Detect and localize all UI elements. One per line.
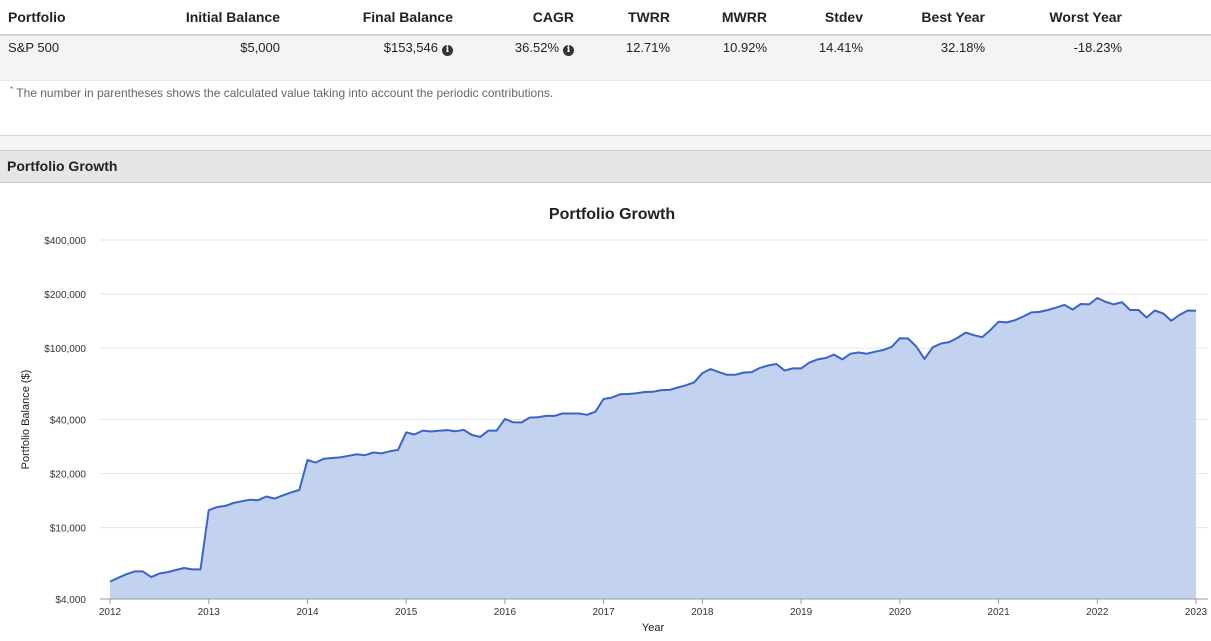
x-tick-label: 2014 xyxy=(296,607,319,618)
y-tick-label: $400,000 xyxy=(44,236,86,247)
info-circle-icon[interactable]: i xyxy=(563,45,574,56)
y-tick-label: $200,000 xyxy=(44,290,86,301)
y-tick-label: $4,000 xyxy=(55,595,86,606)
header-cagr[interactable]: CAGR xyxy=(461,0,582,36)
x-tick-label: 2013 xyxy=(198,607,221,618)
footnote-marker: * xyxy=(10,85,14,94)
x-tick-label: 2019 xyxy=(790,607,813,618)
spacer xyxy=(0,125,1211,135)
footnote: * The number in parentheses shows the ca… xyxy=(0,81,1211,125)
x-tick-label: 2016 xyxy=(494,607,517,618)
y-tick-label: $40,000 xyxy=(50,416,87,427)
header-stdev[interactable]: Stdev xyxy=(775,0,871,36)
y-tick-label: $20,000 xyxy=(50,470,87,481)
final-balance-value: $153,546 xyxy=(383,40,438,55)
header-initial-balance[interactable]: Initial Balance xyxy=(150,0,288,36)
x-tick-label: 2012 xyxy=(99,607,122,618)
x-tick-label: 2017 xyxy=(593,607,616,618)
header-twrr[interactable]: TWRR xyxy=(582,0,678,36)
header-portfolio[interactable]: Portfolio xyxy=(0,0,150,36)
x-tick-label: 2022 xyxy=(1086,607,1109,618)
cell-mwrr: 10.92% xyxy=(678,35,775,81)
info-circle-icon[interactable]: i xyxy=(442,45,453,56)
cagr-value: 36.52% xyxy=(514,40,559,55)
y-tick-label: $10,000 xyxy=(50,524,87,535)
footnote-text: The number in parentheses shows the calc… xyxy=(16,86,554,100)
x-tick-label: 2020 xyxy=(889,607,912,618)
x-tick-label: 2023 xyxy=(1185,607,1208,618)
cell-twrr: 12.71% xyxy=(582,35,678,81)
x-tick-label: 2015 xyxy=(395,607,418,618)
cell-portfolio: S&P 500 xyxy=(0,35,150,81)
series-line xyxy=(109,297,1197,583)
y-tick-label: $100,000 xyxy=(44,344,86,355)
header-mwrr[interactable]: MWRR xyxy=(678,0,775,36)
section-header: Portfolio Growth xyxy=(0,150,1211,183)
cell-cagr: 36.52% i xyxy=(461,35,582,81)
summary-table: Portfolio Initial Balance Final Balance … xyxy=(0,0,1211,81)
cell-final-balance: $153,546 i xyxy=(288,35,461,81)
cell-stdev: 14.41% xyxy=(775,35,871,81)
cell-spacer xyxy=(1130,35,1211,81)
header-spacer xyxy=(1130,0,1211,36)
x-tick-label: 2021 xyxy=(987,607,1010,618)
table-header-row: Portfolio Initial Balance Final Balance … xyxy=(0,0,1211,36)
chart-title: Portfolio Growth xyxy=(549,206,675,223)
cell-worst-year: -18.23% xyxy=(993,35,1130,81)
portfolio-growth-chart: Portfolio Growth $4,000 $10,000 $20,000 $40… xyxy=(20,206,1208,634)
section-divider xyxy=(0,135,1211,150)
table-row: S&P 500 $5,000 $153,546 i 36.52% i 12.71% … xyxy=(0,35,1211,81)
cell-initial-balance: $5,000 xyxy=(150,35,288,81)
series-area xyxy=(110,298,1196,599)
x-axis-label: Year xyxy=(642,622,665,634)
x-axis-ticks: 2012 2013 2014 2015 2016 2017 2018 2019 2020 2021… xyxy=(99,599,1208,618)
y-axis-ticks: $4,000 $10,000 $20,000 $40,000 $100,000 $200,… xyxy=(44,236,86,606)
section-title: Portfolio Growth xyxy=(7,158,118,174)
header-best-year[interactable]: Best Year xyxy=(871,0,993,36)
x-tick-label: 2018 xyxy=(691,607,714,618)
y-axis-label: Portfolio Balance ($) xyxy=(20,370,32,470)
header-worst-year[interactable]: Worst Year xyxy=(993,0,1130,36)
cell-best-year: 32.18% xyxy=(871,35,993,81)
header-final-balance[interactable]: Final Balance xyxy=(288,0,461,36)
